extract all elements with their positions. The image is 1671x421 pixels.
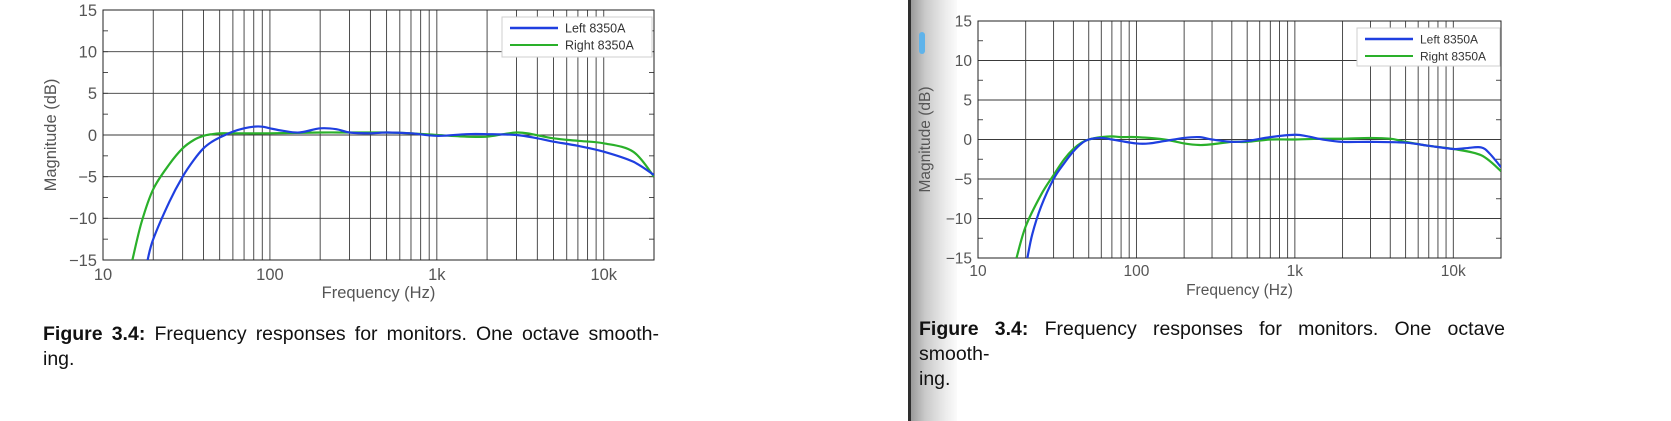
x-tick-label: 10	[94, 266, 112, 284]
x-tick-label: 100	[1123, 263, 1149, 280]
scrollbar-thumb[interactable]	[919, 32, 925, 54]
caption-label: Figure 3.4:	[919, 318, 1029, 340]
legend-label-left: Left 8350A	[1420, 33, 1478, 47]
x-axis-label: Frequency (Hz)	[322, 284, 436, 302]
page-divider	[908, 0, 911, 421]
plot-frame	[102, 9, 655, 261]
x-tick-label: 1k	[428, 266, 446, 284]
y-tick-label: 15	[79, 2, 97, 20]
y-tick-label: −5	[954, 171, 972, 188]
caption-text-line1: Frequency responses for monitors. One oc…	[919, 318, 1506, 365]
y-tick-label: 10	[955, 53, 973, 70]
y-tick-label: −10	[946, 211, 973, 228]
legend: Left 8350A Right 8350A	[501, 16, 653, 58]
legend-box	[501, 16, 653, 58]
legend-box	[1356, 27, 1501, 67]
caption-text-line2: ing.	[919, 368, 951, 390]
y-tick-label: 10	[79, 43, 97, 61]
plot-frame	[977, 20, 1502, 259]
x-axis-label: Frequency (Hz)	[1186, 282, 1293, 299]
left-page: 15 10 5 0 −5 −10 −15 10 100 1k 10k Frequency (Hz) Ma…	[42, 1, 659, 372]
caption-text-line1: Frequency responses for monitors. One oc…	[154, 323, 659, 345]
caption-text-line2: ing.	[43, 348, 75, 370]
y-tick-label: −15	[69, 252, 97, 270]
legend-label-right: Right 8350A	[565, 39, 634, 53]
x-tick-label: 10	[969, 263, 987, 280]
y-tick-label: 0	[963, 132, 972, 149]
legend: Left 8350A Right 8350A	[1356, 27, 1501, 67]
grid-lines	[103, 9, 654, 261]
series-line-right-8350a	[131, 131, 654, 260]
y-tick-label: 0	[88, 127, 97, 145]
y-tick-label: −5	[78, 168, 97, 186]
x-tick-label: 10k	[590, 266, 617, 284]
series-line-left-8350a	[1026, 133, 1501, 258]
y-tick-label: 5	[88, 85, 97, 103]
x-tick-label: 10k	[1441, 263, 1466, 280]
right-page: 15 10 5 0 −5 −10 −15 10 100 1k 10k Frequency (Hz) Ma…	[917, 0, 1671, 421]
series-line-right-8350a	[1015, 135, 1501, 258]
legend-label-left: Left 8350A	[565, 22, 626, 36]
y-tick-label: 15	[955, 13, 972, 30]
x-tick-label: 100	[256, 266, 284, 284]
y-axis-label: Magnitude (dB)	[42, 79, 60, 192]
y-tick-label: −15	[946, 250, 972, 267]
figure-caption-left: Figure 3.4: Frequency responses for moni…	[43, 322, 659, 372]
y-tick-label: 5	[963, 92, 972, 109]
legend-label-right: Right 8350A	[1420, 50, 1486, 64]
x-tick-label: 1k	[1287, 263, 1304, 280]
figure-caption-right: Figure 3.4: Frequency responses for moni…	[919, 317, 1505, 392]
y-tick-label: −10	[69, 210, 97, 228]
series-line-left-8350a	[146, 125, 654, 260]
page-gutter-shadow	[911, 0, 957, 421]
caption-label: Figure 3.4:	[43, 323, 146, 345]
y-axis-label: Magnitude (dB)	[917, 87, 934, 193]
